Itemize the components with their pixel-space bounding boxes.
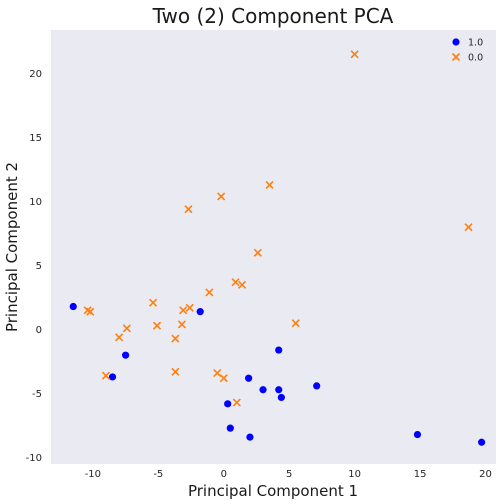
data-point-1.0 (246, 433, 254, 441)
x-tick-labels: -10 -5 0 5 10 15 20 (85, 469, 492, 480)
x-tick-label: -10 (85, 469, 101, 480)
x-tick-label: -5 (153, 469, 163, 480)
data-point-0.0 (86, 307, 95, 316)
y-tick-label: 10 (29, 197, 42, 208)
data-point-1.0 (224, 400, 232, 408)
data-point-1.0 (277, 393, 285, 402)
data-point-0.0 (177, 320, 186, 329)
plot-area (51, 30, 496, 464)
legend-label: 1.0 (468, 38, 483, 49)
data-point-1.0 (122, 351, 130, 359)
y-tick-label: 20 (29, 69, 42, 80)
x-tick-label: 15 (414, 469, 427, 480)
data-point-0.0 (253, 248, 262, 257)
data-point-0.0 (238, 280, 247, 289)
x-tick-label: 5 (286, 469, 292, 480)
chart-title: Two (2) Component PCA (152, 4, 394, 28)
x-tick-label: 10 (348, 469, 361, 480)
data-point-0.0 (219, 374, 228, 383)
legend-item-0.0: 0.0 (451, 52, 483, 64)
data-point-0.0 (232, 398, 241, 407)
data-point-0.0 (185, 303, 194, 312)
data-point-0.0 (171, 367, 180, 376)
y-axis-label: Principal Component 2 (3, 162, 21, 332)
legend-label: 0.0 (468, 53, 483, 64)
data-point-0.0 (184, 205, 193, 214)
data-point-0.0 (451, 52, 461, 62)
data-point-0.0 (122, 324, 131, 333)
data-point-0.0 (217, 192, 226, 201)
data-point-1.0 (245, 374, 253, 382)
data-point-0.0 (231, 278, 240, 287)
data-point-0.0 (265, 180, 274, 189)
data-point-0.0 (101, 371, 111, 380)
y-tick-labels: -10 -5 0 5 10 15 20 (26, 69, 42, 464)
data-point-1.0 (452, 38, 460, 46)
data-point-0.0 (350, 50, 359, 59)
data-point-1.0 (275, 346, 283, 354)
data-point-1.0 (69, 302, 77, 311)
data-point-1.0 (275, 386, 283, 394)
data-point-1.0 (259, 386, 267, 394)
data-point-1.0 (413, 430, 422, 439)
y-tick-label: -5 (32, 389, 42, 400)
data-point-0.0 (171, 334, 180, 343)
legend: 1.00.0 (451, 38, 483, 64)
y-tick-label: -10 (26, 453, 42, 464)
x-axis-label: Principal Component 1 (188, 482, 358, 500)
data-point-0.0 (114, 333, 124, 342)
data-point-0.0 (179, 306, 188, 315)
data-point-0.0 (213, 369, 222, 378)
data-point-1.0 (313, 382, 321, 390)
y-tick-label: 5 (36, 261, 42, 272)
data-point-0.0 (149, 298, 158, 307)
legend-item-1.0: 1.0 (452, 38, 483, 49)
x-tick-label: 0 (221, 469, 227, 480)
data-point-0.0 (464, 223, 473, 232)
data-point-1.0 (108, 373, 117, 381)
data-point-0.0 (205, 288, 214, 297)
y-tick-label: 15 (29, 133, 42, 144)
data-point-1.0 (478, 438, 486, 446)
data-points (69, 50, 486, 446)
data-point-1.0 (196, 308, 204, 316)
data-point-0.0 (152, 321, 162, 330)
data-point-0.0 (291, 319, 300, 328)
y-tick-label: 0 (36, 325, 42, 336)
data-point-1.0 (226, 424, 234, 432)
x-tick-label: 20 (479, 469, 492, 480)
